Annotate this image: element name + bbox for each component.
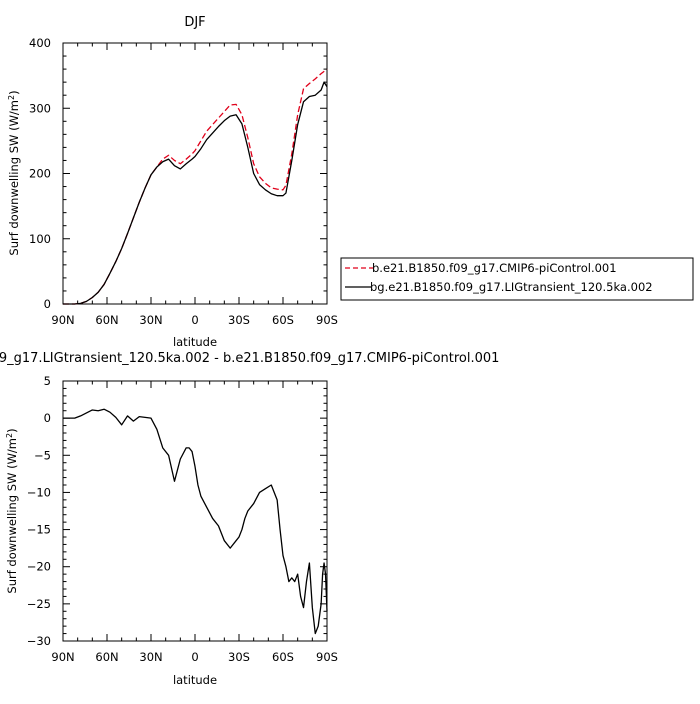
bottom-y-axis-label: Surf downwelling SW (W/m2): [5, 428, 20, 593]
top-x-tick-label: 30S: [228, 313, 250, 327]
bottom-plot-frame: [62, 380, 328, 642]
top-x-tick-label: 0: [191, 313, 198, 327]
bottom-x-axis-label: latitude: [173, 673, 217, 687]
bottom-y-tick-label: 0: [44, 411, 51, 425]
top-x-axis-label: latitude: [173, 335, 217, 349]
bottom-series-group: [63, 408, 328, 635]
top-x-ticks: 90N 60N 30N 0 30S 60S 90S: [51, 43, 338, 327]
top-plot-frame: [62, 42, 328, 305]
bottom-y-ticks: 5 0 −5 −10 −15 −20 −25 −30: [27, 374, 327, 648]
bottom-x-tick-label: 30S: [228, 650, 250, 664]
bottom-y-tick-label: −25: [27, 597, 51, 611]
top-y-tick-label: 200: [29, 167, 51, 181]
top-x-tick-label: 90N: [51, 313, 74, 327]
top-y-axis-label: Surf downwelling SW (W/m2): [7, 90, 22, 255]
top-x-tick-label: 90S: [316, 313, 338, 327]
top-y-tick-label: 0: [44, 297, 51, 311]
top-chart-title: DJF: [184, 15, 205, 30]
top-x-tick-label: 30N: [139, 313, 162, 327]
bottom-series-line-0: [63, 408, 328, 635]
bottom-y-tick-label: −20: [27, 560, 51, 574]
bottom-panel: bg.e21.B1850.f09_g17.LIGtransient_120.5k…: [0, 351, 499, 687]
bottom-x-tick-label: 90N: [51, 650, 74, 664]
legend: b.e21.B1850.f09_g17.CMIP6-piControl.001 …: [340, 257, 694, 301]
legend-box: [340, 257, 694, 301]
bottom-x-tick-label: 90S: [316, 650, 338, 664]
top-y-tick-label: 100: [29, 232, 51, 246]
bottom-x-tick-label: 60N: [95, 650, 118, 664]
top-x-tick-label: 60S: [272, 313, 294, 327]
top-y-tick-label: 300: [29, 101, 51, 115]
bottom-y-tick-label: 5: [44, 374, 51, 388]
top-panel: DJF 0 100 200 300 400 90N 60N 30N 0 30S 60S 90S la…: [7, 15, 338, 349]
legend-label-ligtransient: bg.e21.B1850.f09_g17.LIGtransient_120.5k…: [370, 280, 653, 294]
top-y-tick-label: 400: [29, 36, 51, 50]
bottom-x-ticks: 90N 60N 30N 0 30S 60S 90S: [51, 381, 338, 664]
legend-label-picontrol: b.e21.B1850.f09_g17.CMIP6-piControl.001: [372, 261, 617, 275]
bottom-y-tick-label: −15: [27, 523, 51, 537]
bottom-y-tick-label: −10: [27, 485, 51, 499]
top-series-line-1: [63, 81, 328, 305]
bottom-y-tick-label: −30: [27, 634, 51, 648]
top-x-tick-label: 60N: [95, 313, 118, 327]
bottom-x-tick-label: 0: [191, 650, 198, 664]
bottom-x-tick-label: 60S: [272, 650, 294, 664]
bottom-y-tick-label: −5: [34, 448, 51, 462]
top-y-ticks: 0 100 200 300 400: [29, 36, 327, 311]
bottom-chart-title: bg.e21.B1850.f09_g17.LIGtransient_120.5k…: [0, 351, 499, 366]
bottom-x-tick-label: 30N: [139, 650, 162, 664]
top-series-group: [63, 68, 328, 305]
